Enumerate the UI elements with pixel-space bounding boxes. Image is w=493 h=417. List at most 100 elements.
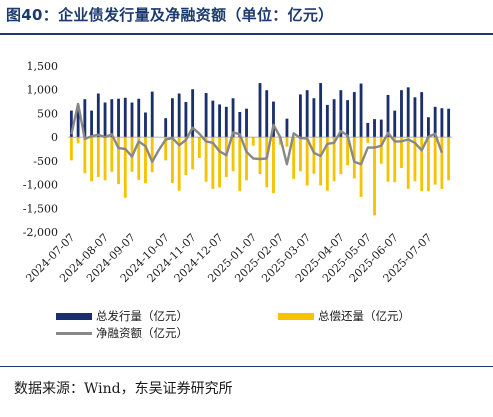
issuance-bar [346,100,349,138]
issuance-bar [312,98,316,138]
issuance-bar [406,87,410,138]
issuance-bar [137,98,141,138]
issuance-bar [440,108,444,138]
y-tick-label: 0 [51,131,58,144]
repayment-bar [366,137,370,143]
issuance-bar [366,122,370,138]
repayment-bar [110,137,114,172]
repayment-bars [69,137,451,216]
repayment-bar [373,137,376,216]
repayment-bar [197,137,201,159]
repayment-bar [339,137,343,175]
issuance-bar [386,94,390,138]
legend-label-issuance: 总发行量（亿元） [96,309,188,323]
issuance-bar [171,98,174,138]
issuance-bar [76,105,80,138]
issuance-bar [272,101,275,138]
issuance-bar [319,83,323,138]
issuance-bar [211,100,215,138]
issuance-bar [427,117,430,138]
issuance-bar [144,112,147,138]
issuance-bar [393,110,397,138]
repayment-bar [103,137,107,181]
issuance-bar [420,92,424,138]
repayment-bar [325,137,329,191]
legend-item-repayment: 总偿还量（亿元） [278,308,410,324]
issuance-bar [191,89,195,138]
issuance-bar [90,110,93,138]
legend-label-repayment: 总偿还量（亿元） [318,309,410,323]
repayment-bar [258,137,262,175]
y-tick-label: -2,000 [23,226,58,239]
legend-item-net: 净融资额（亿元） [56,325,188,341]
repayment-bar [305,137,309,186]
issuance-bar [96,93,100,138]
repayment-bar [292,137,296,179]
repayment-bar [238,137,242,192]
repayment-bar [285,137,289,147]
title-divider [0,33,493,35]
repayment-bar [69,137,73,161]
issuance-bar [224,106,228,138]
repayment-bar [150,137,154,173]
issuance-bar [352,92,356,138]
repayment-bar [393,137,397,183]
repayment-bar [177,137,181,191]
net-financing-polyline [70,102,444,166]
repayment-bar [400,137,403,168]
issuance-bar [325,104,329,138]
legend: 总发行量（亿元） 总偿还量（亿元） 净融资额（亿元） [0,308,493,344]
issuance-bar [83,99,87,138]
repayment-bar [164,137,168,161]
issuance-bar [238,112,242,138]
issuance-bar [332,99,336,138]
issuance-bar [110,99,114,138]
repayment-bar [312,137,316,174]
issuance-bar [218,104,221,138]
issuance-bar [130,102,134,138]
issuance-bar [305,90,309,138]
repayment-bar [420,137,424,192]
issuance-bar [373,119,376,138]
repayment-bar [117,137,120,185]
footer-divider [0,366,493,367]
repayment-bar [251,137,255,146]
issuance-bar [265,90,269,138]
repayment-bar [332,137,336,182]
repayment-bar [272,137,275,194]
repayment-bar [433,137,437,185]
issuance-bar [339,90,343,138]
repayment-bar [231,137,235,172]
repayment-bar [137,137,141,180]
legend-swatch-net [56,331,92,335]
issuance-bars [69,83,451,138]
repayment-bar [96,137,100,177]
repayment-bar [299,137,302,172]
issuance-bar [258,83,262,138]
y-axis: 1,500 1,000 500 0 -500 -1,000 -1,500 -2,000 [23,60,58,239]
issuance-bar [177,93,181,138]
repayment-bar [440,137,444,189]
figure-title: 图40：企业债发行量及净融资额（单位：亿元） [6,6,334,24]
issuance-bar [413,97,417,138]
issuance-bar [433,106,437,138]
repayment-bar [427,137,430,192]
issuance-bar [150,91,154,138]
y-tick-label: 500 [37,107,58,120]
y-tick-label: 1,000 [27,84,59,97]
repayment-bar [265,137,269,188]
issuance-bar [285,118,289,138]
issuance-bar [359,83,363,138]
legend-swatch-repayment [278,312,314,320]
repayment-bar [218,137,221,188]
issuance-bar [379,119,383,138]
issuance-bar [231,98,235,138]
legend-label-net: 净融资额（亿元） [96,326,188,340]
repayment-bar [224,137,228,177]
net-financing-line [70,102,444,166]
issuance-bar [103,102,107,138]
repayment-bar [123,137,127,198]
repayment-bar [191,137,195,170]
issuance-bar [69,110,73,138]
repayment-bar [379,137,383,164]
